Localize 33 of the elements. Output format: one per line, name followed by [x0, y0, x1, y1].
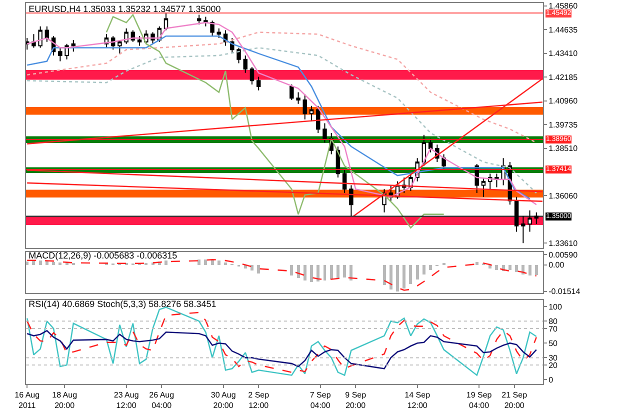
y-tick-label: 80 [548, 316, 558, 326]
y-tick-label: 30 [548, 354, 558, 362]
y-tick-label: 1.44635 [548, 25, 578, 34]
y-tick-label: 20 [548, 360, 558, 370]
x-tick-label: 7 Sep 04:00 [310, 390, 332, 410]
x-tick-label: 21 Sep 20:00 [502, 390, 528, 410]
x-tick-label: 18 Aug 20:00 [52, 390, 78, 410]
y-tick-label: 1.42185 [548, 72, 578, 82]
x-tick-label: 2 Sep 12:00 [248, 390, 270, 410]
x-tick-label: 19 Sep 04:00 [466, 390, 492, 410]
y-tick-label: 70 [548, 324, 558, 334]
y-tick-label: 0.00590 [548, 250, 578, 260]
y-tick-label: 0 [548, 375, 554, 384]
chart-title: MACD(12,26,9) -0.005683 -0.006315 [28, 250, 178, 261]
x-tick-label: 14 Sep 12:00 [404, 390, 431, 410]
y-tick-label: 1.43410 [548, 49, 578, 58]
x-tick-label: 23 Aug 12:00 [114, 390, 139, 410]
y-tick-label: 1.45860 [548, 2, 578, 11]
y-tick-label: 100 [548, 302, 562, 312]
chart-title: RSI(14) 40.6869 Stoch(5,3,3) 58.8276 58.3451 [28, 299, 216, 310]
y-tick-label: 1.40960 [548, 96, 578, 106]
chart-title: EURUSD,H4 1.35033 1.35232 1.34577 1.35000 [28, 4, 221, 14]
y-tick-label: 1.33610 [548, 238, 578, 248]
x-tick-label: 16 Aug 2011 [14, 390, 40, 410]
y-tick-label: -0.01514 [548, 287, 581, 296]
x-tick-label: 26 Aug 04:00 [149, 390, 174, 410]
y-tick-label: 50 [548, 338, 558, 348]
y-tick-label: 1.38510 [548, 144, 578, 154]
y-tick-label: 1.39735 [548, 120, 578, 130]
x-tick-label: 9 Sep 20:00 [345, 390, 367, 410]
x-tick-label: 30 Aug 20:00 [210, 390, 236, 410]
y-tick-label: 1.36060 [548, 192, 578, 201]
y-tick-label: 0.00 [548, 260, 565, 270]
